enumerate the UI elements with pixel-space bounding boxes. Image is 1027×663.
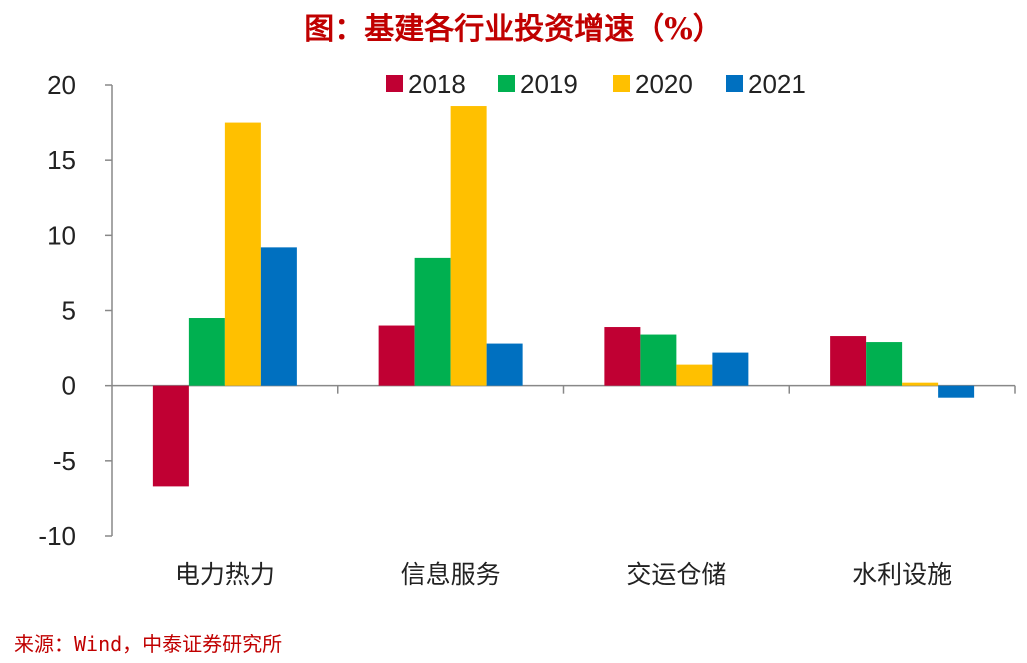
bar-2019-4	[866, 342, 903, 386]
source-note: 来源：Wind，中泰证券研究所	[14, 632, 283, 656]
y-tick-label: 15	[47, 145, 76, 175]
x-category-label: 水利设施	[852, 560, 952, 589]
y-tick-label: 20	[47, 70, 76, 100]
legend-swatch-2020	[613, 75, 630, 92]
legend-swatch-2018	[386, 75, 403, 92]
x-category-label: 信息服务	[401, 560, 501, 589]
bar-2020-1	[224, 122, 261, 386]
bar-2018-3	[604, 327, 641, 386]
bar-2019-3	[640, 334, 677, 386]
bar-2019-1	[188, 318, 225, 386]
bar-2021-3	[712, 352, 749, 386]
y-tick-label: -5	[53, 446, 76, 476]
bar-2021-4	[938, 385, 975, 398]
chart-legend: 2018 2019 2020 2021	[386, 69, 806, 99]
bar-2018-1	[152, 385, 189, 487]
bar-2018-4	[830, 336, 867, 386]
legend-swatch-2021	[726, 75, 743, 92]
y-tick-label: 5	[62, 296, 76, 326]
bar-2018-2	[378, 325, 415, 386]
legend-label-2019: 2019	[520, 69, 578, 99]
x-category-label: 交运仓储	[626, 560, 726, 589]
bar-2021-2	[486, 343, 523, 386]
chart-bars	[152, 106, 975, 487]
y-tick-label: -10	[38, 521, 76, 551]
bar-2020-3	[676, 364, 713, 386]
chart-title: 图：基建各行业投资增速（%）	[304, 12, 723, 47]
y-tick-label: 0	[62, 371, 76, 401]
bar-2021-1	[260, 247, 297, 386]
legend-label-2020: 2020	[635, 69, 693, 99]
legend-swatch-2019	[498, 75, 515, 92]
bar-2020-4	[902, 382, 939, 386]
chart-axes: -10 -5 0 5 10 15 20 电力热力 信息服务 交运仓储 水利设施	[38, 70, 1016, 589]
bar-2019-2	[414, 257, 451, 386]
legend-label-2021: 2021	[748, 69, 806, 99]
legend-label-2018: 2018	[408, 69, 466, 99]
bar-2020-2	[450, 106, 487, 386]
y-tick-label: 10	[47, 220, 76, 250]
x-category-label: 电力热力	[175, 560, 275, 589]
